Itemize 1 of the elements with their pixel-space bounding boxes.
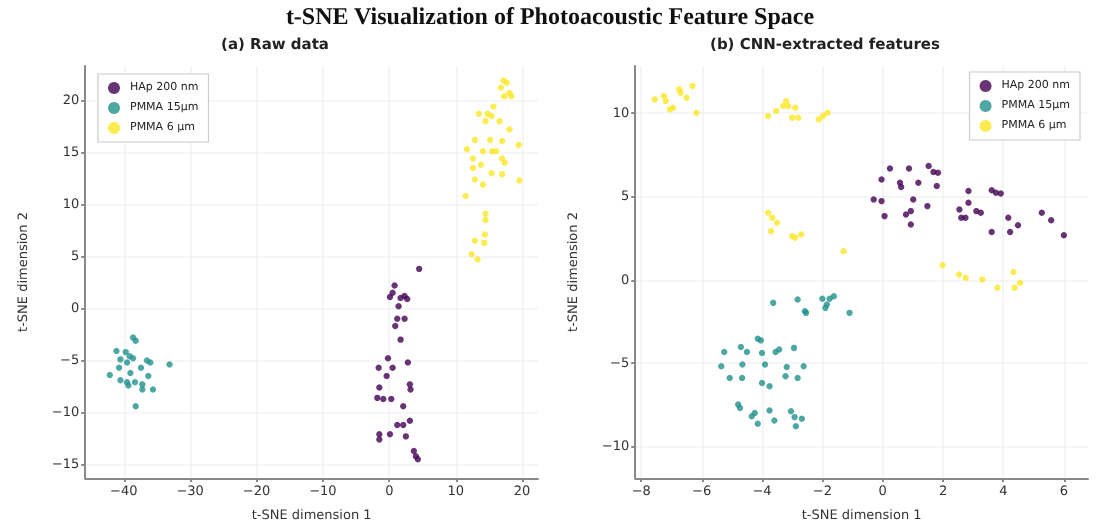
chart-title: t-SNE Visualization of Photoacoustic Feature Space <box>283 2 817 32</box>
